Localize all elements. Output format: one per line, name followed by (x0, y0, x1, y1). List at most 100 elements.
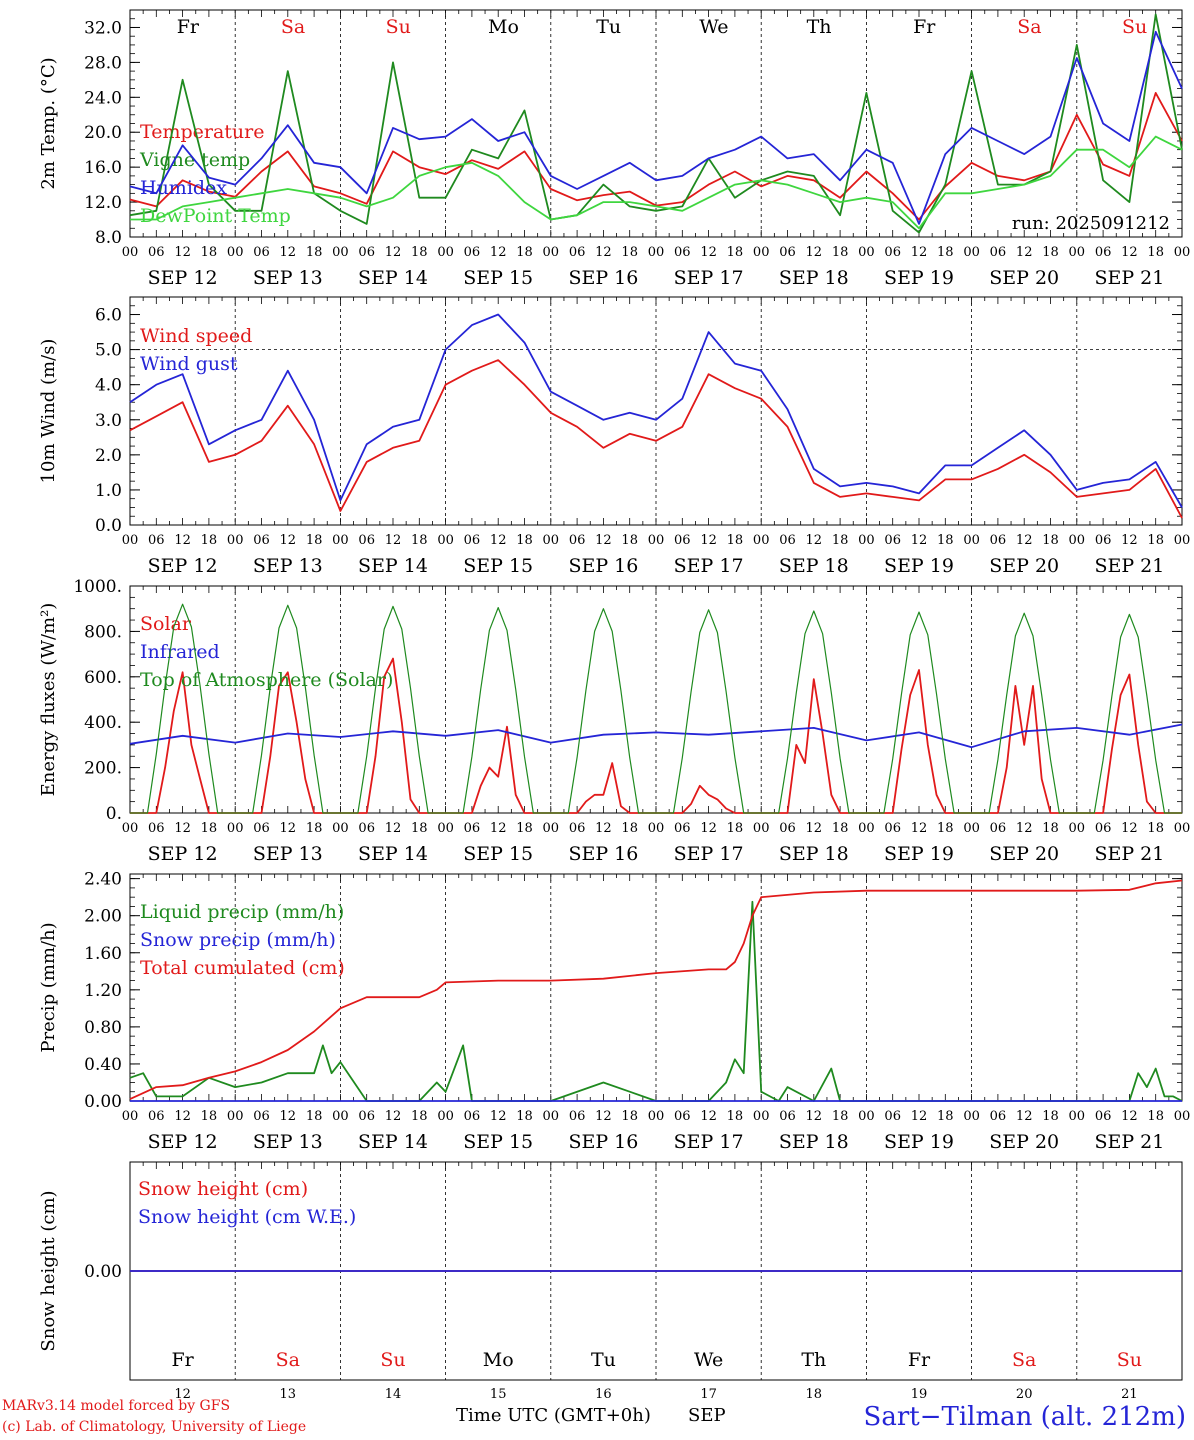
y-tick-label: 200. (84, 759, 122, 779)
date-label: SEP 15 (463, 555, 533, 577)
y-tick-label: 2.0 (95, 446, 122, 466)
hour-label: 12 (1016, 1109, 1033, 1124)
hour-label: 06 (358, 1109, 375, 1124)
hour-label: 00 (1174, 533, 1191, 548)
hour-label: 00 (858, 533, 875, 548)
day-number-label: 19 (911, 1387, 928, 1402)
weekday-label-top: Fr (913, 16, 936, 38)
hour-label: 12 (911, 821, 928, 836)
date-label: SEP 18 (779, 1131, 849, 1153)
hour-label: 12 (595, 245, 612, 260)
legend-wind-speed: Wind speed (140, 325, 252, 347)
date-label: SEP 13 (253, 843, 323, 865)
legend-snow-height-cm-w-e-: Snow height (cm W.E.) (138, 1206, 356, 1228)
hour-label: 18 (727, 533, 744, 548)
model-credit-line2: (c) Lab. of Climatology, University of L… (2, 1419, 307, 1435)
hour-label: 06 (884, 821, 901, 836)
legend-snow-precip-mm-h-: Snow precip (mm/h) (140, 929, 336, 951)
hour-label: 06 (464, 821, 481, 836)
y-tick-label: 0.00 (84, 1092, 122, 1112)
weekday-label-top: Fr (177, 16, 200, 38)
hour-label: 12 (1121, 533, 1138, 548)
month-label: SEP (688, 1405, 726, 1426)
legend-wind-gust: Wind gust (140, 353, 238, 375)
hour-label: 06 (779, 533, 796, 548)
weekday-label-top: Tu (596, 16, 621, 38)
hour-label: 18 (621, 1109, 638, 1124)
hour-label: 12 (490, 245, 507, 260)
y-tick-label: 400. (84, 713, 122, 733)
hour-label: 18 (411, 821, 428, 836)
hour-label: 06 (253, 821, 270, 836)
hour-label: 06 (884, 1109, 901, 1124)
hour-label: 12 (700, 245, 717, 260)
hour-label: 12 (1121, 821, 1138, 836)
hour-label: 06 (358, 245, 375, 260)
hour-label: 12 (174, 821, 191, 836)
hour-label: 18 (937, 1109, 954, 1124)
hour-label: 18 (621, 533, 638, 548)
hour-label: 06 (569, 1109, 586, 1124)
hour-label: 18 (411, 245, 428, 260)
hour-label: 06 (253, 533, 270, 548)
hour-label: 00 (963, 533, 980, 548)
date-label: SEP 12 (148, 267, 218, 289)
day-number-label: 12 (174, 1387, 191, 1402)
legend-humidex: Humidex (140, 177, 227, 199)
date-label: SEP 16 (568, 267, 638, 289)
hour-label: 12 (490, 821, 507, 836)
hour-label: 00 (1069, 1109, 1086, 1124)
hour-label: 18 (727, 1109, 744, 1124)
y-tick-label: 1.20 (84, 981, 122, 1001)
hour-label: 00 (122, 821, 139, 836)
date-label: SEP 13 (253, 555, 323, 577)
hour-label: 06 (358, 821, 375, 836)
hour-label: 18 (201, 245, 218, 260)
hour-label: 00 (1069, 533, 1086, 548)
date-label: SEP 19 (884, 1131, 954, 1153)
y-tick-label: 0.0 (95, 516, 122, 536)
weekday-label-top: Sa (1017, 16, 1041, 38)
hour-label: 18 (306, 245, 323, 260)
hour-label: 06 (990, 1109, 1007, 1124)
hour-label: 18 (306, 1109, 323, 1124)
legend-temperature: Temperature (140, 121, 264, 143)
hour-label: 06 (1095, 245, 1112, 260)
hour-label: 00 (648, 821, 665, 836)
hour-label: 00 (858, 245, 875, 260)
series-line-humidex (129, 30, 1183, 225)
hour-label: 06 (148, 1109, 165, 1124)
series-line-dewpoint-temp (130, 135, 1183, 230)
legend-top-of-atmosphere-solar-: Top of Atmosphere (Solar) (140, 669, 393, 691)
date-label: SEP 18 (779, 267, 849, 289)
hour-label: 12 (280, 533, 297, 548)
y-tick-label: 28.0 (84, 53, 122, 73)
hour-label: 12 (700, 1109, 717, 1124)
hour-label: 18 (937, 245, 954, 260)
y-axis-label: Precip (mm/h) (38, 922, 59, 1052)
hour-label: 06 (990, 821, 1007, 836)
hour-label: 06 (464, 245, 481, 260)
y-tick-label: 0.00 (84, 1262, 122, 1282)
hour-label: 00 (648, 533, 665, 548)
weekday-label-bottom: Fr (171, 1349, 194, 1371)
weekday-label-bottom: Tu (591, 1349, 616, 1371)
hour-label: 18 (1147, 1109, 1164, 1124)
date-label: SEP 17 (674, 1131, 744, 1153)
hour-label: 06 (674, 533, 691, 548)
hour-label: 06 (1095, 533, 1112, 548)
hour-label: 18 (937, 533, 954, 548)
hour-label: 12 (385, 245, 402, 260)
date-label: SEP 15 (463, 1131, 533, 1153)
hour-label: 12 (280, 1109, 297, 1124)
hour-label: 06 (148, 533, 165, 548)
hour-label: 00 (332, 821, 349, 836)
hour-label: 00 (648, 245, 665, 260)
hour-label: 18 (621, 821, 638, 836)
hour-label: 18 (832, 245, 849, 260)
hour-label: 12 (490, 533, 507, 548)
y-tick-label: 20.0 (84, 123, 122, 143)
date-label: SEP 12 (148, 843, 218, 865)
date-label: SEP 12 (148, 1131, 218, 1153)
